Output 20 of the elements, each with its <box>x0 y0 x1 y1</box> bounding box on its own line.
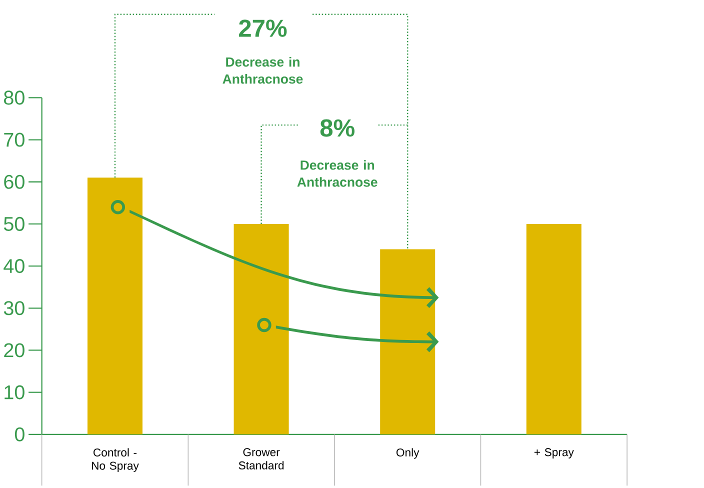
y-tick-label: 60 <box>4 175 24 190</box>
annotation: 27% <box>239 20 287 38</box>
x-tick-label: Only <box>396 448 420 459</box>
x-tick-label: Control - No Spray <box>92 448 139 472</box>
y-tick-label: 80 <box>4 90 24 105</box>
x-tick-label: + Spray <box>534 448 574 459</box>
annotation: Decrease in Anthracnose <box>297 160 378 188</box>
annotation: 8% <box>320 120 354 137</box>
y-tick-label: 40 <box>4 259 24 274</box>
y-tick-label: 70 <box>4 132 24 148</box>
x-tick-label: Grower Standard <box>238 448 284 470</box>
bar <box>234 224 289 435</box>
y-tick-label: 0 <box>14 428 24 442</box>
bar <box>526 224 582 435</box>
y-tick-label: 30 <box>4 301 24 316</box>
text: Decrease in Anthracnose <box>222 57 303 84</box>
y-tick-label: 50 <box>4 217 24 232</box>
y-tick-label: 20 <box>4 343 24 358</box>
bar <box>87 178 142 435</box>
y-tick-label: 10 <box>4 386 24 400</box>
